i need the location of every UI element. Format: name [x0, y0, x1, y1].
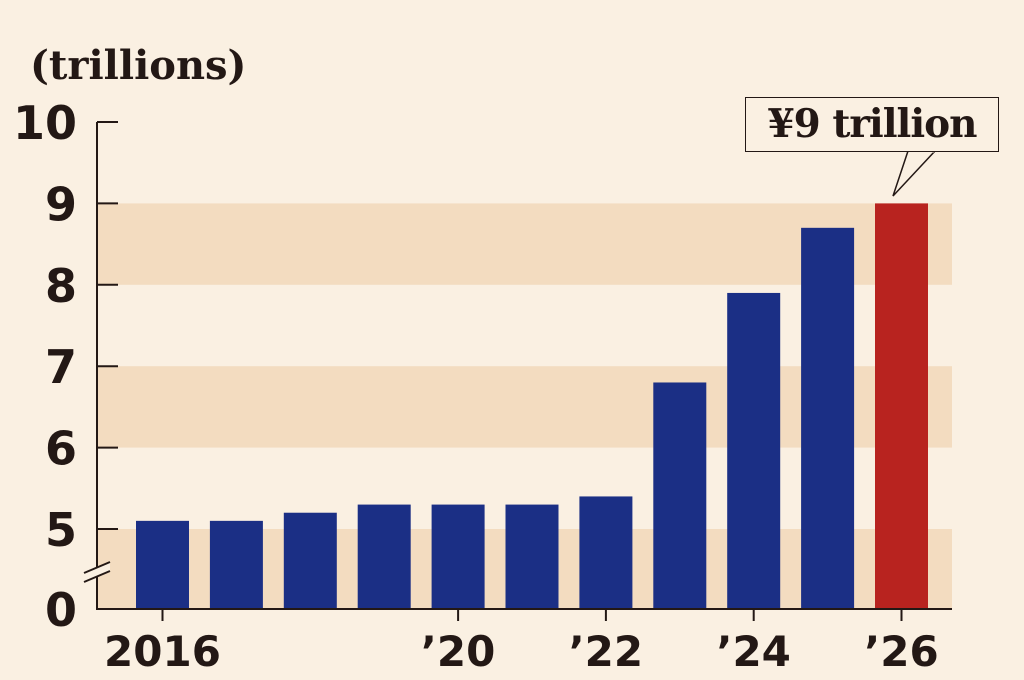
- x-tick-label: 2016: [104, 627, 221, 676]
- bar-2020: [431, 504, 485, 609]
- y-tick-label: 10: [13, 96, 77, 150]
- y-tick-label: 0: [45, 583, 77, 637]
- bar-2024: [727, 292, 781, 609]
- annotation-callout: ¥9 trillion: [745, 97, 999, 152]
- y-tick-label: 6: [45, 422, 77, 476]
- bar-2018: [283, 512, 337, 609]
- bar-2017: [209, 520, 263, 609]
- axis-break-icon: [84, 562, 110, 582]
- y-tick-label: 9: [45, 177, 77, 231]
- y-tick-label: 7: [45, 340, 77, 394]
- bar-2016: [136, 520, 189, 609]
- bar-2023: [653, 382, 707, 609]
- x-tick-label: ’20: [421, 627, 495, 676]
- bar-2025: [801, 227, 855, 609]
- x-tick-label: ’24: [716, 627, 790, 676]
- axis-break-line: [83, 570, 111, 583]
- y-tick-label: 5: [45, 503, 77, 557]
- axis-break-line: [83, 561, 111, 574]
- x-tick-label: ’26: [864, 627, 938, 676]
- bar-2026: [875, 203, 928, 609]
- bar-2022: [579, 496, 633, 609]
- bar-2021: [505, 504, 559, 609]
- unit-label: (trillions): [30, 42, 247, 89]
- x-tick-label: ’22: [569, 627, 643, 676]
- bar-2019: [357, 504, 411, 609]
- y-tick-label: 8: [45, 259, 77, 313]
